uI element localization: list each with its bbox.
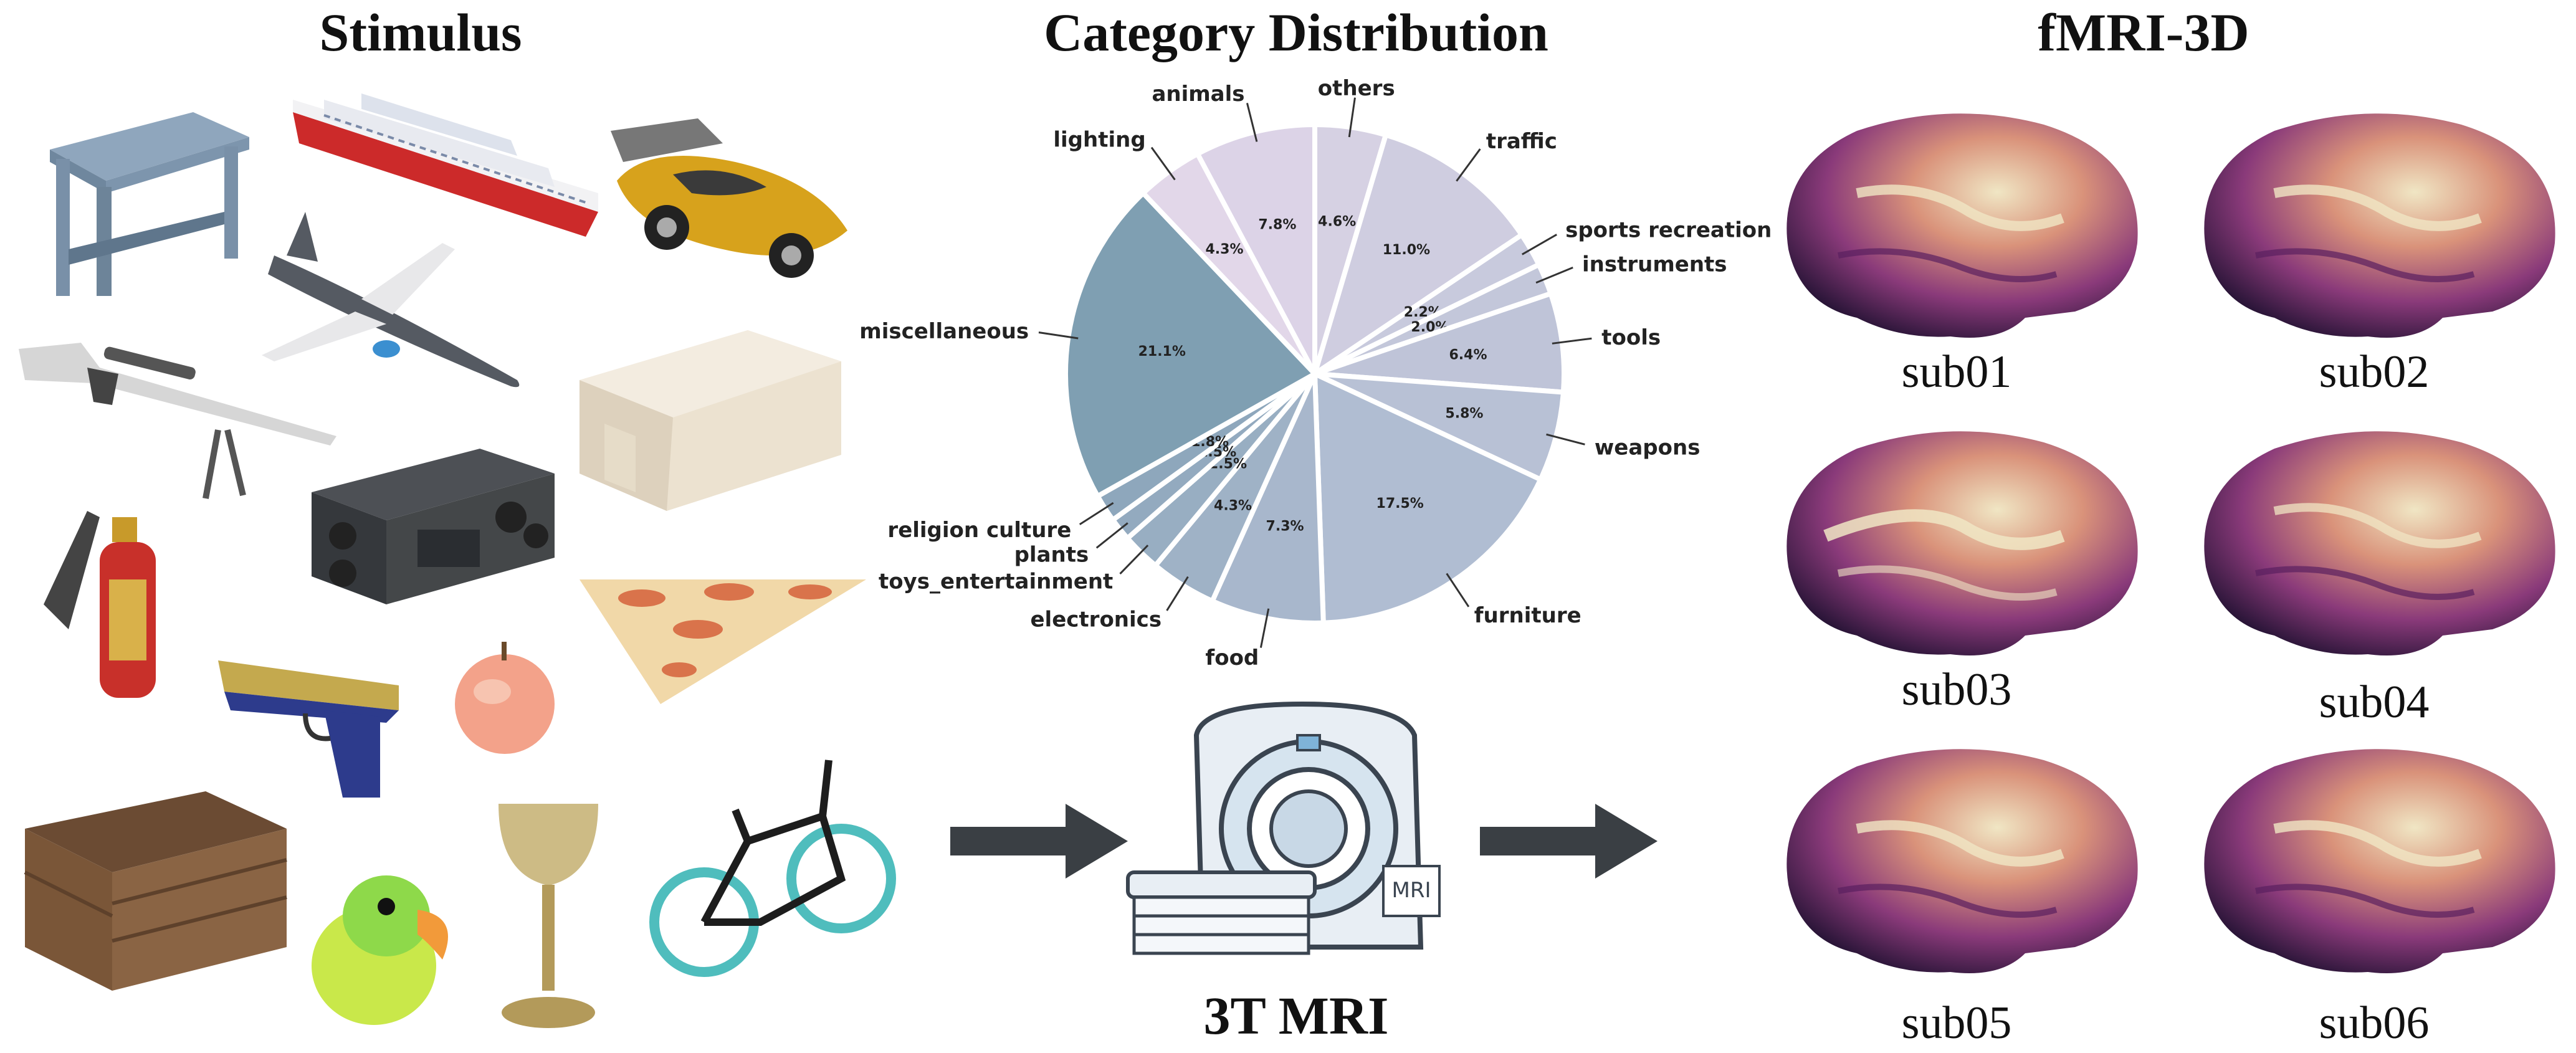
subject-label-sub02: sub02 xyxy=(2319,346,2430,398)
pie-label-animals: animals xyxy=(1152,82,1244,107)
table-icon xyxy=(50,112,249,296)
pizza-icon xyxy=(580,579,866,704)
pie-label-tools: tools xyxy=(1601,325,1661,350)
parrot-toy-icon xyxy=(312,875,448,1025)
pie-leader-religion-culture xyxy=(1079,502,1114,525)
subject-label-sub05: sub05 xyxy=(1901,998,2012,1049)
pie-pct-furniture: 17.5% xyxy=(1376,496,1424,512)
sniper-rifle-icon xyxy=(19,343,336,499)
pie-leader-toys-entertainment xyxy=(1119,545,1149,575)
sofa-icon xyxy=(580,330,841,511)
subject-label-sub01: sub01 xyxy=(1901,346,2012,398)
pie-label-food: food xyxy=(1205,646,1259,670)
pie-pct-miscellaneous: 21.1% xyxy=(1138,344,1186,360)
goblet-icon xyxy=(499,804,598,1028)
pie-leader-furniture xyxy=(1446,573,1470,608)
brain-sub04 xyxy=(2204,431,2555,655)
pie-leader-food xyxy=(1259,608,1270,648)
pie-pct-electronics: 4.3% xyxy=(1214,498,1252,513)
pie-label-furniture: furniture xyxy=(1474,603,1581,628)
pie-leader-plants xyxy=(1095,522,1128,549)
wooden-crate-icon xyxy=(24,791,287,991)
arrow-shape xyxy=(1480,804,1658,879)
pie-pct-lighting: 4.3% xyxy=(1205,242,1243,257)
pie-label-electronics: electronics xyxy=(1031,607,1162,632)
subject-label-sub04: sub04 xyxy=(2319,677,2430,728)
pie-pct-animals: 7.8% xyxy=(1258,217,1296,232)
pie-label-weapons: weapons xyxy=(1595,435,1701,460)
brain-sub06 xyxy=(2204,749,2555,973)
bicycle-icon xyxy=(649,760,896,977)
brain-sub01 xyxy=(1787,113,2138,338)
pie-leader-miscellaneous xyxy=(1038,331,1079,340)
fmri-title: fMRI-3D xyxy=(2038,2,2249,62)
subject-label-sub03: sub03 xyxy=(1901,664,2012,715)
pie-leader-instruments xyxy=(1535,266,1573,284)
cruise-ship-icon xyxy=(293,93,598,237)
pie-pct-food: 7.3% xyxy=(1266,518,1304,534)
pie-leader-tools xyxy=(1552,337,1592,345)
pie-leader-weapons xyxy=(1546,433,1585,446)
mri-scanner-illustration: MRI xyxy=(1126,701,1441,955)
pie-label-plants: plants xyxy=(1014,542,1089,567)
pie-label-lighting: lighting xyxy=(1053,128,1145,153)
pie-pct-traffic: 11.0% xyxy=(1383,242,1430,258)
pie-pct-others: 4.6% xyxy=(1318,214,1356,230)
distribution-title: Category Distribution xyxy=(1044,2,1548,62)
pie-label-miscellaneous: miscellaneous xyxy=(859,319,1029,344)
brain-sub02 xyxy=(2204,113,2555,338)
pistol-icon xyxy=(218,660,399,798)
pie-label-instruments: instruments xyxy=(1582,252,1727,277)
pie-label-traffic: traffic xyxy=(1486,129,1557,154)
arrow-mri-to-fmri xyxy=(1480,804,1658,879)
pie-pct-weapons: 5.8% xyxy=(1445,406,1483,422)
pie-leader-traffic xyxy=(1456,148,1481,182)
pie-leader-lighting xyxy=(1150,146,1176,181)
brain-sub03 xyxy=(1787,431,2138,655)
arrow-shape xyxy=(950,804,1128,879)
pie-leader-sports-recreation xyxy=(1522,234,1557,255)
pie-label-sports-recreation: sports recreation xyxy=(1565,217,1772,242)
pie-leader-animals xyxy=(1246,102,1258,142)
mri-badge: MRI xyxy=(1392,878,1431,903)
pie-label-religion-culture: religion culture xyxy=(887,518,1071,543)
fire-extinguisher-icon xyxy=(44,511,156,698)
pie-leader-electronics xyxy=(1166,576,1189,611)
subject-label-sub06: sub06 xyxy=(2319,998,2430,1049)
stimulus-title: Stimulus xyxy=(319,2,522,62)
pie-leader-others xyxy=(1348,97,1356,138)
arrow-stimulus-to-mri xyxy=(950,804,1128,879)
brain-sub05 xyxy=(1787,749,2138,973)
apple-icon xyxy=(455,642,555,754)
pie-pct-tools: 6.4% xyxy=(1449,348,1487,363)
pie-label-toys-entertainment: toys_entertainment xyxy=(879,569,1113,594)
pie-label-others: others xyxy=(1318,76,1395,101)
scanner-label: 3T MRI xyxy=(1203,986,1389,1046)
race-car-icon xyxy=(611,118,847,278)
stereo-speakers-icon xyxy=(312,449,555,604)
airplane-icon xyxy=(262,212,520,388)
